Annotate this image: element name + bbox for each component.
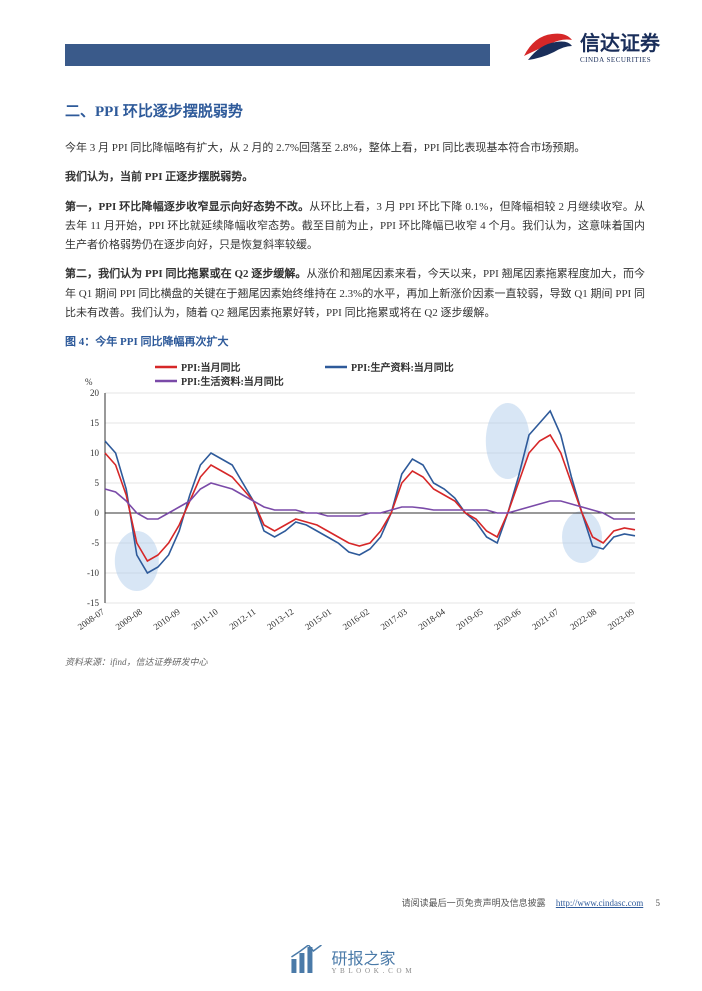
footer-link[interactable]: http://www.cindasc.com	[556, 898, 643, 908]
svg-text:PPI:生产资料:当月同比: PPI:生产资料:当月同比	[351, 361, 454, 374]
svg-text:-10: -10	[87, 568, 99, 578]
header-bar	[65, 44, 490, 66]
svg-text:2021-07: 2021-07	[530, 606, 561, 632]
cinda-logo-icon	[522, 26, 574, 64]
svg-text:2018-04: 2018-04	[417, 606, 448, 632]
svg-text:-5: -5	[92, 538, 100, 548]
svg-text:PPI:当月同比: PPI:当月同比	[181, 361, 240, 374]
svg-text:2009-08: 2009-08	[114, 606, 145, 632]
svg-text:2012-11: 2012-11	[228, 606, 258, 631]
svg-text:10: 10	[90, 448, 100, 458]
svg-text:2013-12: 2013-12	[265, 606, 295, 631]
svg-text:20: 20	[90, 388, 100, 398]
watermark-sub: Y B L O O K . C O M	[331, 967, 412, 975]
svg-text:2008-07: 2008-07	[76, 606, 107, 632]
svg-text:5: 5	[95, 478, 100, 488]
figure-title: 图 4：今年 PPI 同比降幅再次扩大	[65, 333, 645, 349]
logo-area: 信达证券 CINDA SECURITIES	[522, 26, 660, 64]
logo-text-en: CINDA SECURITIES	[580, 56, 660, 64]
watermark: 研报之家 Y B L O O K . C O M	[289, 945, 412, 975]
paragraph-4: 第二，我们认为 PPI 同比拖累或在 Q2 逐步缓解。从涨价和翘尾因素来看，今天…	[65, 265, 645, 323]
svg-text:0: 0	[95, 508, 100, 518]
svg-text:2022-08: 2022-08	[568, 606, 599, 632]
disclaimer-text: 请阅读最后一页免责声明及信息披露	[402, 898, 546, 908]
svg-text:2010-09: 2010-09	[152, 606, 183, 632]
paragraph-1: 今年 3 月 PPI 同比降幅略有扩大，从 2 月的 2.7%回落至 2.8%，…	[65, 139, 645, 158]
svg-text:2015-01: 2015-01	[303, 606, 333, 631]
para3-bold: 第一，PPI 环比降幅逐步收窄显示向好态势不改。	[65, 201, 309, 213]
svg-text:2023-09: 2023-09	[606, 606, 637, 632]
svg-text:%: %	[85, 377, 93, 387]
svg-text:2011-10: 2011-10	[190, 606, 220, 631]
chart-source: 资料来源：ifind，信达证券研发中心	[65, 655, 645, 668]
footer-text: 请阅读最后一页免责声明及信息披露 http://www.cindasc.com …	[402, 896, 660, 909]
paragraph-2: 我们认为，当前 PPI 正逐步摆脱弱势。	[65, 168, 645, 187]
paragraph-3: 第一，PPI 环比降幅逐步收窄显示向好态势不改。从环比上看，3 月 PPI 环比…	[65, 198, 645, 256]
ppi-chart: -15 -10 -5 0 5 10 15 20% 2008-07 2009-08 2010-09 20…	[65, 353, 645, 653]
svg-text:2016-02: 2016-02	[341, 606, 371, 631]
watermark-icon	[289, 945, 323, 975]
svg-text:2019-05: 2019-05	[454, 606, 485, 632]
para4-bold: 第二，我们认为 PPI 同比拖累或在 Q2 逐步缓解。	[65, 268, 306, 280]
svg-text:2017-03: 2017-03	[379, 606, 410, 632]
section-title: 二、PPI 环比逐步摆脱弱势	[65, 100, 645, 121]
para2-bold: 我们认为，当前 PPI 正逐步摆脱弱势。	[65, 171, 253, 183]
svg-text:-15: -15	[87, 598, 99, 608]
svg-text:2020-06: 2020-06	[492, 606, 523, 632]
svg-text:PPI:生活资料:当月同比: PPI:生活资料:当月同比	[181, 375, 284, 388]
svg-text:15: 15	[90, 418, 100, 428]
page-number: 5	[656, 898, 661, 908]
logo-text-cn: 信达证券	[580, 27, 660, 56]
watermark-text: 研报之家	[331, 945, 412, 969]
